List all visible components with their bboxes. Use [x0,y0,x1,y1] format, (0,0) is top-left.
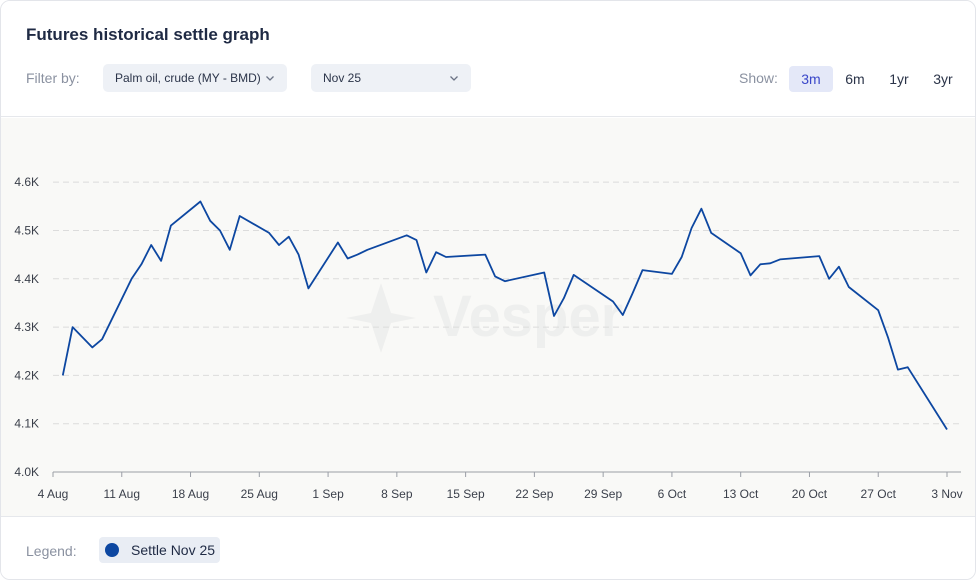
x-tick-label: 22 Sep [515,487,553,501]
legend-label: Legend: [26,543,77,559]
chart-area: Vesper 4.0K 4.1K 4.2K 4.3K 4.4K 4.5K 4.6K 4 Au… [1,118,975,516]
y-axis: 4.0K 4.1K 4.2K 4.3K 4.4K 4.5K 4.6K [14,175,39,479]
x-tick-label: 11 Aug [104,487,140,501]
chevron-down-icon [450,76,458,81]
x-tick-label: 4 Aug [38,487,69,501]
y-tick-label: 4.2K [14,368,39,382]
legend-dot-icon [105,543,119,557]
x-tick-label: 13 Oct [723,487,759,501]
y-tick-label: 4.6K [14,175,39,189]
vesper-watermark: Vesper [346,283,623,353]
settle-line-chart: Vesper 4.0K 4.1K 4.2K 4.3K 4.4K 4.5K 4.6K 4 Au… [14,175,963,501]
x-tick-label: 27 Oct [861,487,897,501]
x-tick-label: 1 Sep [312,487,344,501]
product-select[interactable]: Palm oil, crude (MY - BMD) [103,64,287,92]
y-tick-label: 4.5K [14,223,39,237]
product-select-value: Palm oil, crude (MY - BMD) [115,71,261,85]
y-tick-label: 4.3K [14,320,39,334]
chevron-down-icon [266,76,274,81]
series-group [61,200,948,430]
contract-select-value: Nov 25 [323,71,362,85]
star-logo-icon [346,283,416,353]
show-label: Show: [739,70,778,86]
legend-item-settle[interactable]: Settle Nov 25 [99,537,220,563]
page-title: Futures historical settle graph [26,25,270,44]
x-tick-label: 20 Oct [792,487,828,501]
x-axis: 4 Aug 11 Aug 18 Aug 25 Aug 1 Sep 8 Sep 15 Sep 2… [38,471,963,501]
watermark-text: Vesper [433,284,623,349]
range-6m-button[interactable]: 6m [845,71,865,87]
card-header: Futures historical settle graph Filter b… [1,1,975,117]
x-tick-label: 3 Nov [931,487,962,501]
card-footer: Legend: Settle Nov 25 [1,516,975,579]
x-tick-label: 25 Aug [241,487,278,501]
x-tick-label: 6 Oct [658,487,687,501]
y-tick-label: 4.4K [14,272,39,286]
filter-label: Filter by: [26,70,80,86]
series-line-settle[interactable] [61,200,948,430]
legend-item-label: Settle Nov 25 [131,542,216,558]
range-3m-button[interactable]: 3m [789,66,833,92]
x-tick-label: 8 Sep [381,487,413,501]
x-tick-label: 29 Sep [584,487,622,501]
range-1yr-button[interactable]: 1yr [889,71,909,87]
x-tick-label: 18 Aug [172,487,209,501]
range-3yr-button[interactable]: 3yr [933,71,953,87]
y-tick-label: 4.0K [14,465,39,479]
x-tick-label: 15 Sep [447,487,485,501]
contract-select[interactable]: Nov 25 [311,64,471,92]
y-tick-label: 4.1K [14,417,39,431]
grid [53,181,961,425]
